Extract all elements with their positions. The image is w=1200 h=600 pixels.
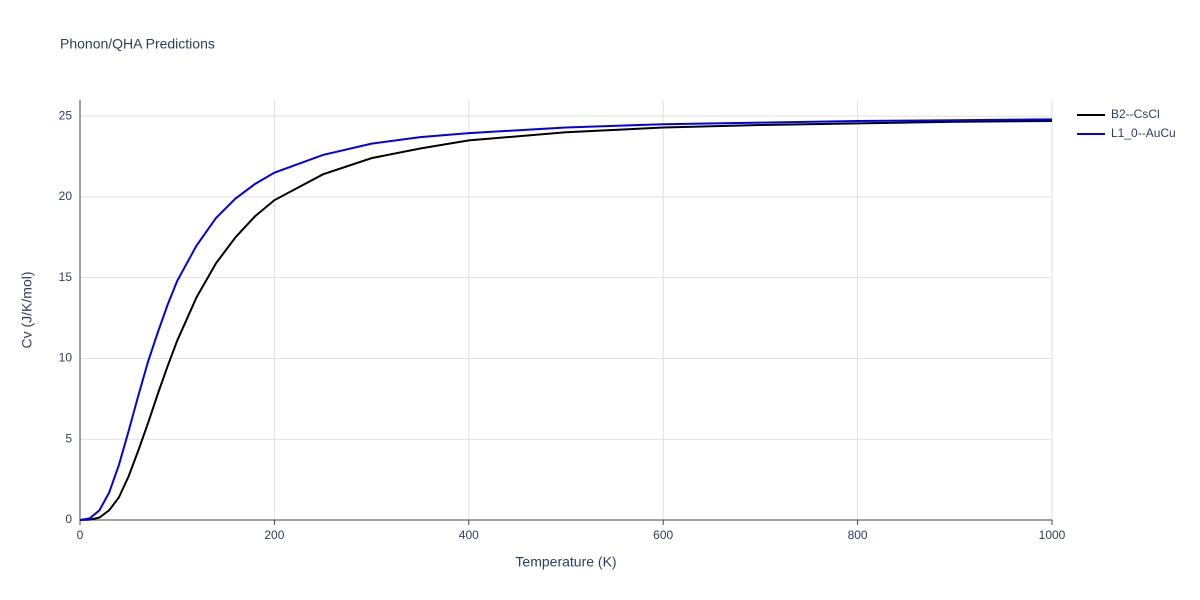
y-axis-title: Cv (J/K/mol) <box>19 272 35 349</box>
series-line <box>79 120 1053 521</box>
x-axis-title: Temperature (K) <box>515 554 616 570</box>
y-tick-label: 25 <box>59 108 73 122</box>
x-tick-label: 400 <box>459 528 479 542</box>
chart-title: Phonon/QHA Predictions <box>60 36 215 52</box>
x-tick-label: 600 <box>653 528 673 542</box>
legend-label: L1_0--AuCu <box>1111 126 1176 140</box>
x-tick-label: 200 <box>264 528 284 542</box>
y-tick-label: 5 <box>65 431 72 445</box>
x-tick-label: 800 <box>848 528 868 542</box>
series-line <box>79 118 1053 521</box>
legend-label: B2--CsCl <box>1111 107 1160 121</box>
y-tick-label: 15 <box>59 270 73 284</box>
x-tick-label: 1000 <box>1039 528 1066 542</box>
y-tick-label: 20 <box>59 189 73 203</box>
y-tick-label: 0 <box>65 512 72 526</box>
x-tick-label: 0 <box>77 528 84 542</box>
y-tick-label: 10 <box>59 351 73 365</box>
